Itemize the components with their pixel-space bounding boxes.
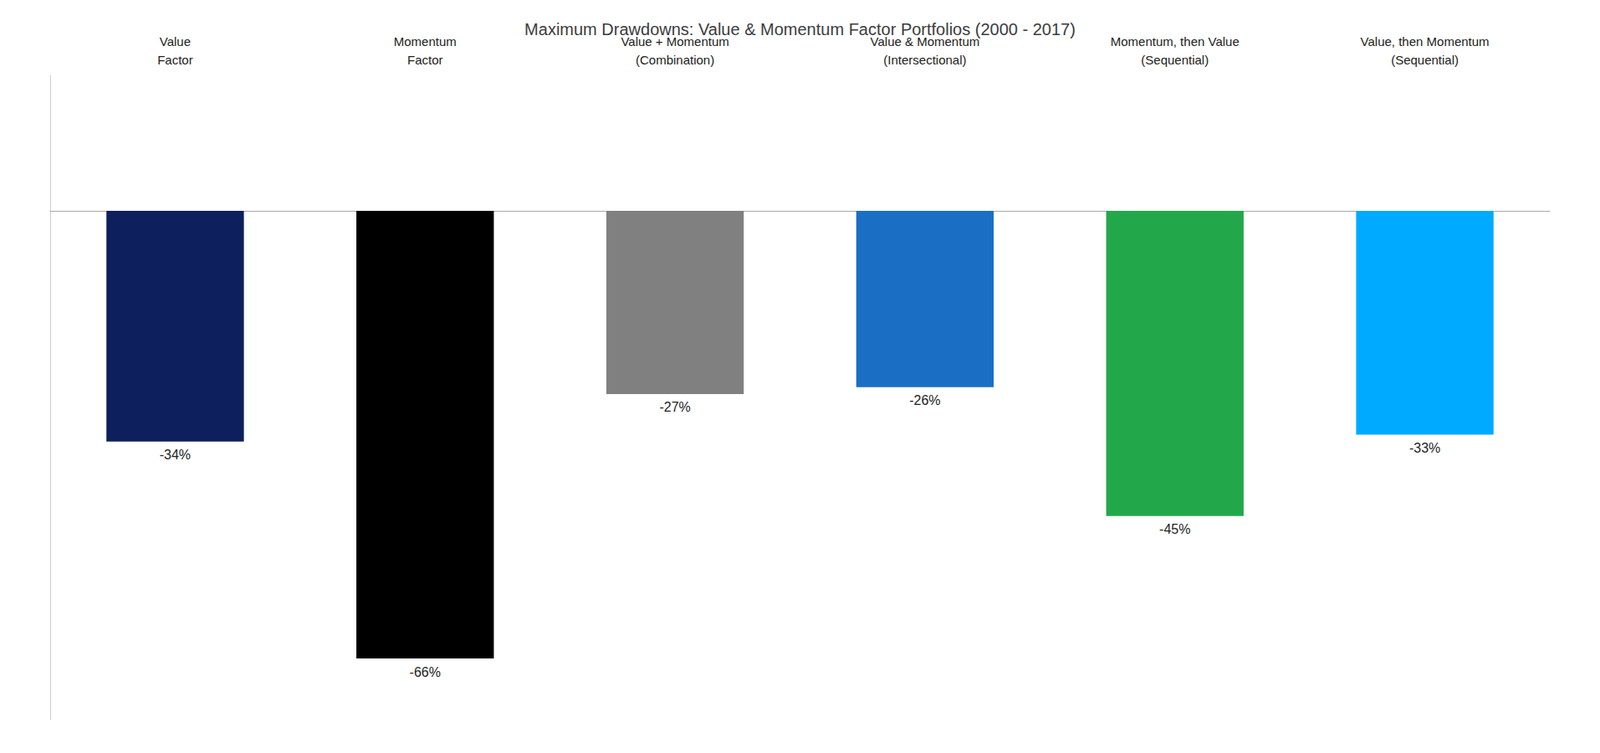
svg-text:-34%: -34% bbox=[159, 447, 191, 462]
svg-text:(Sequential): (Sequential) bbox=[1390, 52, 1459, 67]
svg-text:Maximum Drawdowns: Value & Mom: Maximum Drawdowns: Value & Momentum Fact… bbox=[524, 20, 1076, 39]
svg-text:-66%: -66% bbox=[409, 664, 441, 680]
svg-text:Momentum, then Value: Momentum, then Value bbox=[1110, 34, 1240, 49]
svg-text:-27%: -27% bbox=[659, 399, 691, 415]
svg-text:-33%: -33% bbox=[1409, 440, 1441, 455]
svg-text:-45%: -45% bbox=[1159, 521, 1191, 537]
svg-text:(Combination): (Combination) bbox=[635, 52, 715, 67]
svg-text:(Sequential): (Sequential) bbox=[1140, 52, 1209, 67]
svg-text:(Intersectional): (Intersectional) bbox=[883, 52, 967, 67]
svg-text:Factor: Factor bbox=[157, 52, 194, 67]
svg-text:Value: Value bbox=[159, 34, 191, 49]
svg-text:Value, then Momentum: Value, then Momentum bbox=[1360, 34, 1490, 49]
svg-text:-26%: -26% bbox=[909, 393, 941, 408]
svg-text:Factor: Factor bbox=[407, 52, 444, 67]
svg-text:Momentum: Momentum bbox=[393, 34, 457, 49]
svg-text:Value & Momentum: Value & Momentum bbox=[870, 33, 980, 49]
svg-text:Value + Momentum: Value + Momentum bbox=[620, 33, 730, 49]
